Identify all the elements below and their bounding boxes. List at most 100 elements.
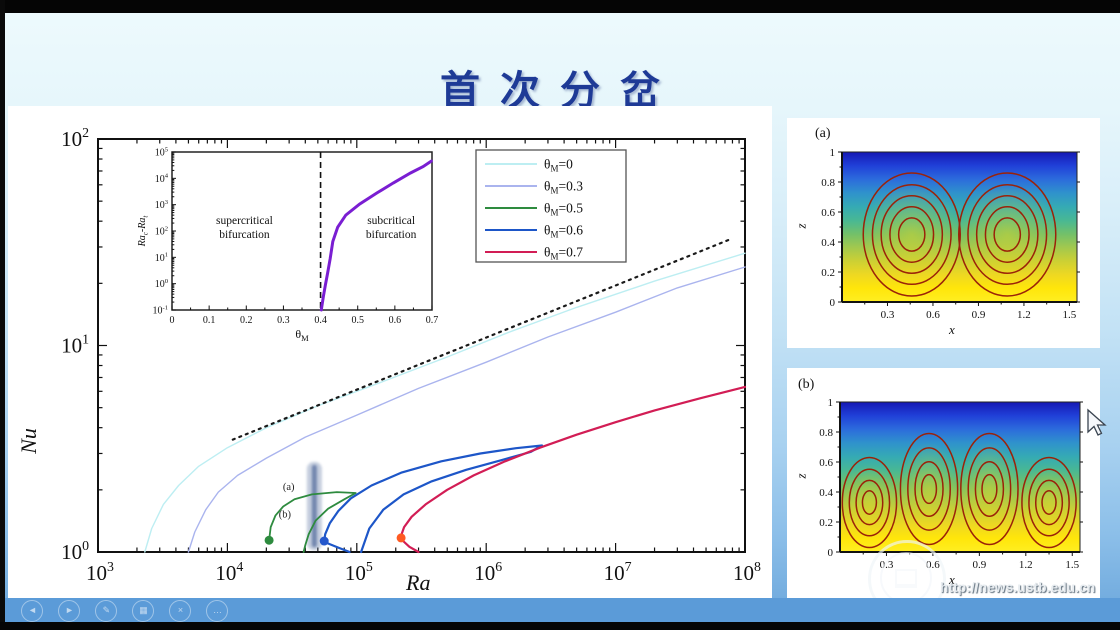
main-chart-panel: 103 104 105 106 107 108 100 101 102 (a) (b) θM=0 θM=…: [8, 106, 772, 598]
svg-text:105: 105: [155, 146, 169, 158]
more-options-button[interactable]: …: [206, 600, 229, 622]
bifurcation-diagram: 103 104 105 106 107 108100101102(a)(b)θM=0θM=…: [61, 125, 761, 585]
svg-text:105: 105: [345, 559, 373, 585]
svg-text:0.8: 0.8: [821, 177, 835, 189]
svg-text:0.4: 0.4: [819, 487, 833, 499]
series-thetaM=0.7: [400, 385, 747, 554]
svg-text:104: 104: [155, 173, 169, 185]
svg-text:0.1: 0.1: [203, 315, 216, 326]
next-slide-button[interactable]: ►: [58, 600, 81, 622]
svg-text:0.6: 0.6: [821, 207, 835, 219]
svg-text:101: 101: [155, 252, 168, 264]
svg-text:0.8: 0.8: [819, 427, 833, 439]
svg-text:106: 106: [474, 559, 502, 585]
streamline-contours: [841, 432, 1077, 549]
series-scaling-guide: [231, 237, 734, 441]
contour-axes-b: 0.3 0.6 0.9 1.2 1.500.20.40.60.81: [819, 397, 1083, 571]
mouse-cursor: [1087, 408, 1107, 436]
letterbox-top: [0, 0, 1120, 13]
curve-annotation: (b): [279, 509, 292, 520]
contour-a-ylabel: z: [793, 223, 809, 229]
x-axis-label: Ra: [406, 570, 431, 595]
inset-y-label: Rac​-Rat​: [137, 215, 150, 248]
bifurcation-point: [264, 535, 274, 545]
series-thetaM=0.5: [268, 491, 357, 553]
svg-text:0.6: 0.6: [389, 315, 402, 326]
svg-text:0.7: 0.7: [426, 315, 439, 326]
bifurcation-point: [396, 533, 406, 543]
y-axis-label: Nu: [15, 428, 41, 454]
legend-label: θM=0.6: [544, 223, 583, 240]
contour-a-xlabel: x: [949, 322, 955, 337]
previous-slide-button[interactable]: ◄: [21, 600, 44, 622]
bifurcation-point: [319, 536, 329, 546]
inset-chart: 0 0.1 0.2 0.3 0.4 0.5 0.6 0.7 10-1 100 101 102 103 10…: [137, 146, 438, 343]
contour-b-xlabel: x: [949, 572, 955, 587]
letterbox-left: [0, 0, 5, 630]
panel-a-label: (a): [815, 126, 831, 141]
svg-text:1: 1: [830, 147, 836, 159]
curve-annotation: (a): [283, 482, 295, 493]
svg-text:0.9: 0.9: [972, 309, 986, 321]
seal-emblem: [895, 569, 917, 588]
svg-text:100: 100: [61, 538, 89, 564]
zoom-tool-button[interactable]: ×: [169, 600, 192, 622]
svg-text:0: 0: [170, 315, 175, 326]
svg-text:104: 104: [215, 559, 243, 585]
svg-text:0.2: 0.2: [819, 517, 833, 529]
svg-text:100: 100: [155, 278, 169, 290]
contour-plot-b: [840, 402, 1080, 552]
svg-text:0: 0: [828, 547, 834, 559]
svg-text:0.2: 0.2: [240, 315, 253, 326]
inset-x-label: θM: [295, 327, 309, 343]
region-label: subcritical bifurcation: [366, 215, 417, 241]
svg-text:103: 103: [155, 199, 169, 211]
svg-text:0.4: 0.4: [821, 237, 835, 249]
contour-axes: [838, 151, 1080, 306]
legend-label: θM=0.7: [544, 245, 583, 262]
legend-label: θM=0.3: [544, 179, 583, 196]
presenter-toolbar: ◄ ► ✎ ▦ × …: [5, 598, 1120, 622]
pen-tool-button[interactable]: ✎: [95, 600, 118, 622]
svg-text:1.2: 1.2: [1017, 309, 1031, 321]
svg-text:0.6: 0.6: [926, 309, 940, 321]
svg-text:0.2: 0.2: [821, 267, 835, 279]
legend-label: θM=0.5: [544, 201, 583, 218]
svg-text:102: 102: [155, 225, 168, 237]
svg-text:1: 1: [828, 397, 834, 409]
svg-text:101: 101: [61, 332, 89, 358]
svg-text:0.5: 0.5: [351, 315, 364, 326]
watermark-url: http://news.ustb.edu.cn: [940, 580, 1096, 595]
svg-text:0.9: 0.9: [972, 559, 986, 571]
svg-text:0: 0: [830, 297, 836, 309]
svg-text:0.6: 0.6: [819, 457, 833, 469]
letterbox-bottom: [0, 622, 1120, 630]
legend: θM=0 θM=0.3 θM=0.5 θM=0.6 θM=0.7: [475, 149, 627, 263]
svg-text:107: 107: [604, 559, 632, 585]
contour-axes: [836, 401, 1083, 556]
contour-panel-a: (a) 0.3 0.6 0.9 1.2 1.5 0 0.2 0.4 0.6 0.8 1 x z: [787, 118, 1100, 348]
series-critical-curve: [319, 159, 433, 312]
streamline-contours: [862, 172, 1057, 297]
all-slides-button[interactable]: ▦: [132, 600, 155, 622]
svg-text:10-1: 10-1: [153, 304, 169, 316]
series-thetaM=0.3: [187, 266, 746, 553]
svg-text:108: 108: [733, 559, 761, 585]
svg-text:1.2: 1.2: [1019, 559, 1033, 571]
region-label: supercritical bifurcation: [216, 215, 273, 241]
svg-text:0.4: 0.4: [314, 315, 327, 326]
contour-axes-a: 0.3 0.6 0.9 1.2 1.5 0 0.2 0.4 0.6 0.8 1: [821, 147, 1080, 321]
axes: [97, 138, 746, 553]
svg-text:0.3: 0.3: [277, 315, 290, 326]
highlight-band: [306, 461, 322, 551]
svg-text:1.5: 1.5: [1063, 309, 1077, 321]
svg-text:1.5: 1.5: [1065, 559, 1079, 571]
legend-label: θM=0: [544, 157, 573, 174]
svg-text:102: 102: [61, 125, 89, 151]
contour-panel-b: (b) 0.3 0.6 0.9 1.2 1.5 0 0.2 0.4 0.6 0.8 1 x z: [787, 368, 1100, 598]
svg-text:103: 103: [86, 559, 114, 585]
panel-b-label: (b): [798, 377, 815, 392]
contour-b-ylabel: z: [793, 473, 809, 479]
svg-text:0.3: 0.3: [881, 309, 895, 321]
